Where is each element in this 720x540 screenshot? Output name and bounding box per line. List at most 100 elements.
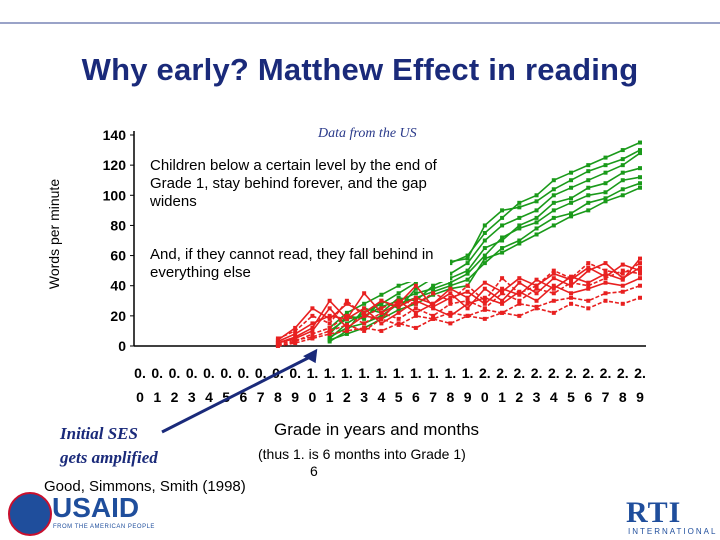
x-tick-label-bottom: 1: [326, 389, 334, 405]
data-point-low: [431, 313, 436, 318]
data-point-low: [448, 286, 453, 291]
x-tick-label-top: 1.: [427, 365, 439, 381]
data-point-low: [448, 313, 453, 318]
data-point-low: [293, 325, 298, 330]
x-tick-label-bottom: 7: [602, 389, 610, 405]
data-point-low: [500, 276, 505, 281]
data-point-low: [586, 283, 591, 288]
x-tick-label-top: 0.: [238, 365, 250, 381]
data-point-low: [275, 340, 280, 345]
data-point-low: [534, 283, 539, 288]
data-point-high: [638, 175, 642, 180]
data-point-low: [638, 295, 642, 300]
x-tick-label-top: 1.: [307, 365, 319, 381]
data-point-high: [482, 246, 487, 251]
data-point-high: [431, 283, 436, 288]
x-tick-label-top: 2.: [582, 365, 594, 381]
data-point-low: [638, 268, 642, 273]
data-point-high: [586, 163, 591, 168]
y-tick-label: 0: [118, 338, 126, 354]
data-point-low: [379, 316, 384, 321]
usaid-logo: USAID: [52, 492, 140, 523]
data-point-low: [344, 328, 349, 333]
data-point-low: [362, 321, 367, 326]
data-point-low: [379, 328, 384, 333]
data-point-low: [603, 280, 608, 285]
data-point-high: [482, 238, 487, 243]
data-point-low: [638, 276, 642, 281]
x-tick-label-bottom: 4: [205, 389, 213, 405]
data-point-low: [569, 291, 574, 296]
x-tick-label-top: 0.: [289, 365, 301, 381]
x-tick-label-top: 1.: [393, 365, 405, 381]
data-point-high: [620, 193, 625, 198]
data-point-high: [500, 250, 505, 255]
data-point-high: [620, 187, 625, 192]
data-point-low: [465, 306, 470, 311]
series-line-low: [277, 297, 641, 347]
data-point-low: [465, 289, 470, 294]
x-tick-label-top: 0.: [255, 365, 267, 381]
data-point-low: [482, 295, 487, 300]
data-point-high: [465, 277, 470, 282]
data-point-high: [586, 193, 591, 198]
data-point-low: [413, 298, 418, 303]
data-point-low: [482, 301, 487, 306]
data-point-high: [569, 211, 574, 216]
data-point-low: [551, 276, 556, 281]
data-point-high: [448, 283, 453, 288]
x-tick-label-bottom: 3: [188, 389, 196, 405]
series-line-low: [277, 258, 641, 344]
data-point-low: [396, 298, 401, 303]
data-point-low: [396, 316, 401, 321]
data-point-low: [620, 262, 625, 267]
rti-tagline: INTERNATIONAL: [628, 527, 718, 536]
data-point-low: [275, 337, 280, 342]
top-bar: [0, 0, 720, 24]
data-point-low: [293, 340, 298, 345]
x-tick-label-bottom: 7: [257, 389, 265, 405]
data-point-low: [569, 277, 574, 282]
x-tick-label-top: 1.: [341, 365, 353, 381]
data-point-high: [534, 193, 539, 198]
ses-line-2: gets amplified: [60, 448, 158, 467]
data-point-low: [551, 298, 556, 303]
data-point-low: [327, 325, 332, 330]
series-line-low: [277, 269, 641, 347]
data-point-low: [431, 304, 436, 309]
data-point-low: [362, 325, 367, 330]
note-fall-behind: And, if they cannot read, they fall behi…: [150, 246, 450, 282]
data-point-high: [413, 286, 418, 291]
data-point-low: [586, 286, 591, 291]
data-point-low: [586, 265, 591, 270]
data-point-high: [482, 230, 487, 235]
data-point-low: [569, 301, 574, 306]
data-point-high: [482, 256, 487, 261]
data-point-low: [500, 301, 505, 306]
data-point-high: [517, 241, 522, 246]
data-point-high: [551, 193, 556, 198]
data-point-high: [396, 291, 401, 296]
data-point-low: [293, 328, 298, 333]
x-tick-label-top: 2.: [634, 365, 646, 381]
data-point-high: [465, 268, 470, 273]
data-point-low: [465, 298, 470, 303]
data-point-low: [448, 291, 453, 296]
data-point-low: [638, 271, 642, 276]
data-point-low: [586, 306, 591, 311]
data-point-low: [586, 261, 591, 266]
data-point-high: [534, 220, 539, 225]
data-point-low: [413, 325, 418, 330]
data-point-high: [379, 301, 384, 306]
data-point-low: [344, 313, 349, 318]
x-tick-label-bottom: 8: [274, 389, 282, 405]
data-point-low: [603, 268, 608, 273]
x-tick-label-bottom: 5: [395, 389, 403, 405]
data-point-low: [517, 298, 522, 303]
data-point-low: [310, 306, 315, 311]
x-tick-label-top: 1.: [410, 365, 422, 381]
source-note: Data from the US: [318, 126, 417, 141]
x-tick-label-bottom: 7: [429, 389, 437, 405]
data-point-low: [517, 276, 522, 281]
x-tick-label-bottom: 8: [446, 389, 454, 405]
